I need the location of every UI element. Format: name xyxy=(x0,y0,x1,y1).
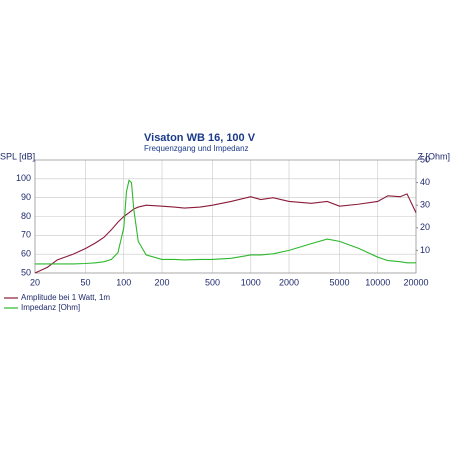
y-tick-label: 100 xyxy=(16,173,31,183)
series-line xyxy=(35,179,416,265)
x-tick-label: 20000 xyxy=(403,277,428,287)
y2-tick-label: 50 xyxy=(420,154,430,164)
y2-tick-label: 10 xyxy=(420,245,430,255)
y-tick-label: 50 xyxy=(21,267,31,277)
y-axis-label: SPL [dB] xyxy=(0,151,35,161)
y2-tick-label: 30 xyxy=(420,200,430,210)
legend-label: Amplitude bei 1 Watt, 1m xyxy=(21,293,110,302)
y-tick-label: 80 xyxy=(21,211,31,221)
chart-title: Visaton WB 16, 100 V xyxy=(144,132,256,144)
plot-frame xyxy=(34,159,417,274)
y-tick-label: 90 xyxy=(21,192,31,202)
x-tick-label: 200 xyxy=(154,277,169,287)
x-tick-label: 2000 xyxy=(279,277,299,287)
x-tick-label: 10000 xyxy=(365,277,390,287)
x-tick-label: 500 xyxy=(205,277,220,287)
x-tick-label: 20 xyxy=(30,277,40,287)
y2-tick-label: 40 xyxy=(420,177,430,187)
series-line xyxy=(34,193,417,274)
chart-subtitle: Frequenzgang und Impedanz xyxy=(144,144,249,153)
y-tick-label: 60 xyxy=(21,249,31,259)
x-tick-label: 50 xyxy=(81,277,91,287)
x-tick-label: 100 xyxy=(116,277,131,287)
legend-label: Impedanz [Ohm] xyxy=(21,303,80,312)
y2-tick-label: 20 xyxy=(420,222,430,232)
y-tick-label: 70 xyxy=(21,230,31,240)
y2-axis-label: Z [Ohm] xyxy=(417,151,450,161)
x-tick-label: 5000 xyxy=(330,277,350,287)
x-tick-label: 1000 xyxy=(241,277,261,287)
